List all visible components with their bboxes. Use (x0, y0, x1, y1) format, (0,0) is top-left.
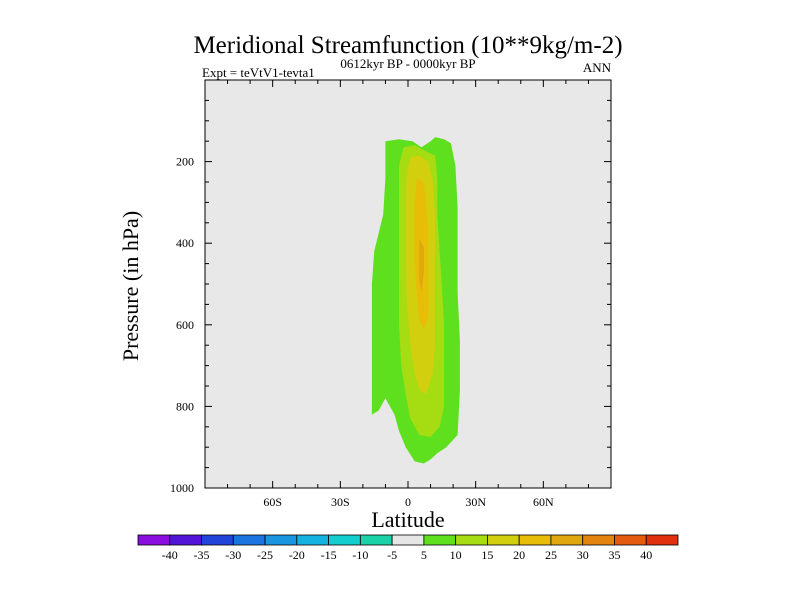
x-tick-label: 0 (405, 495, 411, 509)
colorbar-swatch (455, 534, 488, 546)
axis-ticks: 60S 30S 0 30N 60N 200 400 600 800 1000 (170, 79, 612, 509)
colorbar-swatch (582, 534, 615, 546)
season-label: ANN (583, 60, 612, 75)
colorbar-swatch (614, 534, 647, 546)
colorbar-swatch (518, 534, 552, 546)
colorbar-swatch (296, 534, 329, 546)
colorbar-swatch (550, 534, 584, 546)
colorbar-swatch (232, 534, 266, 546)
colorbar-swatch (264, 534, 298, 546)
x-axis-label: Latitude (371, 507, 444, 532)
colorbar-swatch (645, 534, 679, 546)
colorbar-swatch (391, 534, 425, 546)
colorbar-label: 35 (608, 548, 620, 562)
x-tick-label: 60S (263, 495, 282, 509)
colorbar-label: -35 (194, 548, 210, 562)
colorbar-swatch (423, 534, 457, 546)
colorbar-label: -30 (225, 548, 241, 562)
colorbar-label: -10 (352, 548, 368, 562)
colorbar-label: 15 (481, 548, 493, 562)
colorbar-label: -25 (257, 548, 273, 562)
y-axis-label: Pressure (in hPa) (118, 211, 143, 361)
period-label: 0612kyr BP - 0000kyr BP (340, 56, 475, 71)
colorbar-label: 5 (421, 548, 427, 562)
y-tick-label: 200 (176, 155, 194, 169)
x-tick-label: 30N (465, 495, 486, 509)
colorbar-swatch (169, 534, 202, 546)
colorbar-label: -40 (162, 548, 178, 562)
colorbar-label: -15 (321, 548, 337, 562)
colorbar-swatch (201, 534, 234, 546)
y-tick-label: 1000 (170, 481, 194, 495)
chart-title: Meridional Streamfunction (10**9kg/m-2) (193, 32, 622, 59)
colorbar-swatch (137, 534, 171, 546)
colorbar-label: -5 (387, 548, 397, 562)
contour-layer (371, 137, 460, 464)
y-tick-label: 400 (176, 236, 194, 250)
colorbar-label: 10 (450, 548, 462, 562)
colorbar-swatch (359, 534, 393, 546)
y-tick-label: 800 (176, 399, 194, 413)
x-tick-label: 60N (533, 495, 554, 509)
colorbar-label: 40 (640, 548, 652, 562)
colorbar-label: 20 (513, 548, 525, 562)
colorbar: -40 -35 -30 -25 -20 -15 -10 -5 5 10 15 20 25 30 35 40 (137, 534, 679, 562)
colorbar-label: 30 (577, 548, 589, 562)
experiment-label: Expt = teVtV1-tevta1 (202, 65, 315, 80)
colorbar-swatch (487, 534, 520, 546)
colorbar-swatch (328, 534, 361, 546)
colorbar-label: 25 (545, 548, 557, 562)
colorbar-label: -20 (289, 548, 305, 562)
contour-level-25 (419, 239, 424, 293)
y-tick-label: 600 (176, 318, 194, 332)
x-tick-label: 30S (331, 495, 350, 509)
